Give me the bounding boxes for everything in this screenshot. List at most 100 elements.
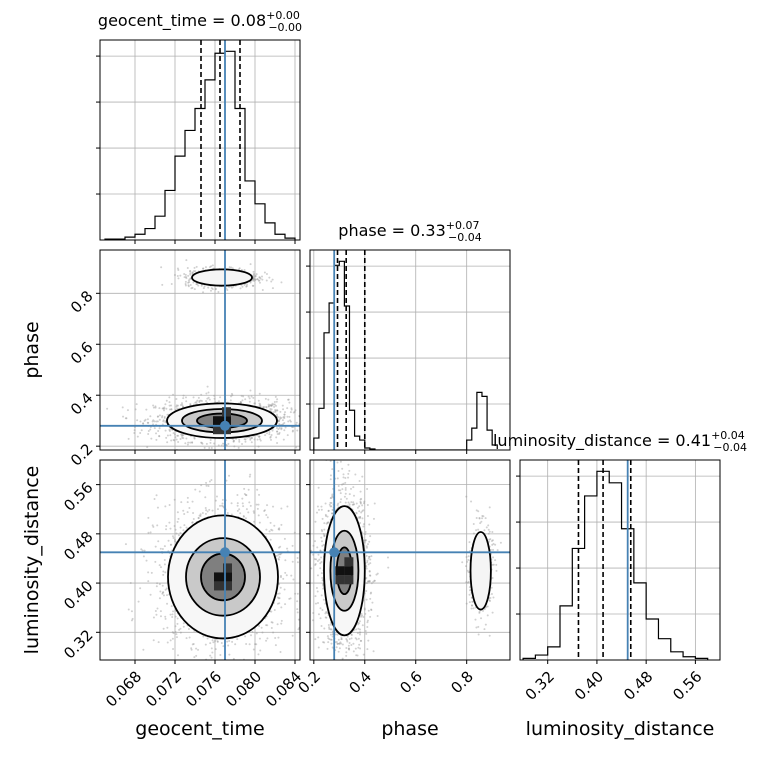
scatter-point (324, 664, 326, 666)
scatter-point (260, 626, 263, 629)
scatter-point (252, 278, 255, 281)
scatter-point (179, 437, 182, 440)
hist-bar-phase-30 (467, 440, 472, 450)
scatter-point (280, 428, 283, 431)
scatter-point (159, 615, 162, 618)
scatter-point (301, 629, 303, 631)
scatter-point (255, 632, 258, 635)
scatter-point (190, 648, 193, 651)
scatter-point (312, 612, 315, 615)
scatter-point (179, 274, 182, 277)
scatter-point (173, 540, 176, 543)
scatter-point (187, 279, 190, 282)
scatter-point (320, 508, 323, 511)
scatter-point (271, 621, 274, 624)
scatter-point (320, 540, 323, 543)
scatter-point (158, 583, 161, 586)
scatter-point (168, 401, 171, 404)
scatter-point (184, 284, 187, 287)
scatter-point (245, 643, 248, 646)
scatter-point (265, 405, 268, 408)
scatter-point (175, 404, 178, 407)
scatter-point (363, 607, 366, 610)
hist-bar-geocent_time-7 (175, 156, 185, 240)
scatter-point (321, 579, 324, 582)
scatter-point (180, 501, 183, 504)
scatter-point (339, 641, 342, 644)
scatter-point (276, 441, 279, 444)
scatter-point (368, 555, 371, 558)
scatter-point (182, 622, 185, 625)
scatter-point (216, 640, 219, 643)
scatter-point (314, 563, 317, 566)
scatter-point (205, 400, 208, 403)
scatter-point (292, 578, 295, 581)
scatter-point (316, 590, 319, 593)
scatter-point (173, 433, 176, 436)
scatter-point (273, 405, 276, 408)
scatter-point (185, 277, 188, 280)
scatter-point (270, 404, 273, 407)
scatter-point (254, 278, 257, 281)
scatter-point (353, 661, 355, 663)
scatter-point (295, 421, 298, 424)
scatter-point (342, 473, 345, 476)
scatter-point (249, 634, 252, 637)
scatter-point (248, 397, 251, 400)
scatter-point (256, 278, 259, 281)
scatter-point (358, 510, 361, 513)
scatter-point (331, 468, 334, 471)
scatter-point (176, 404, 179, 407)
scatter-point (158, 414, 161, 417)
hist-bar-luminosity_distance-3 (560, 606, 572, 660)
scatter-point (274, 644, 277, 647)
scatter-point (337, 638, 340, 641)
scatter-point (364, 530, 367, 533)
scatter-point (182, 433, 185, 436)
scatter-point (159, 590, 162, 593)
scatter-point (280, 606, 283, 609)
scatter-point (226, 640, 229, 643)
scatter-point (359, 516, 362, 519)
scatter-point (245, 285, 248, 288)
scatter-point (136, 419, 139, 422)
scatter-point (203, 446, 206, 449)
scatter-point (236, 509, 239, 512)
scatter-point (202, 267, 205, 270)
scatter-point (226, 511, 229, 514)
scatter-point (342, 665, 344, 667)
scatter-point (245, 508, 248, 511)
scatter-point (287, 398, 290, 401)
scatter-point (180, 434, 183, 437)
scatter-point (268, 530, 271, 533)
scatter-point (155, 613, 158, 616)
scatter-point (327, 637, 330, 640)
scatter-point (122, 415, 125, 418)
hist-bar-luminosity_distance-5 (585, 496, 597, 660)
scatter-point (204, 266, 207, 269)
scatter-point (253, 402, 256, 405)
title-minus: −0.04 (713, 441, 747, 454)
scatter-point (339, 492, 342, 495)
scatter-point (157, 540, 160, 543)
scatter-point (243, 268, 246, 271)
scatter-point (275, 426, 278, 429)
hist-bar-geocent_time-17 (275, 234, 285, 240)
scatter-point (325, 514, 328, 517)
scatter-point (238, 440, 241, 443)
title-minus: −0.04 (448, 231, 482, 244)
scatter-point (242, 395, 245, 398)
scatter-point (330, 638, 333, 641)
scatter-point (278, 419, 281, 422)
scatter-point (364, 539, 367, 542)
panel-geocent_time-vs-geocent_time (96, 39, 301, 244)
scatter-point (282, 438, 285, 441)
scatter-point (329, 497, 332, 500)
scatter-point (348, 493, 351, 496)
scatter-point (181, 405, 184, 408)
scatter-point (363, 539, 366, 542)
scatter-point (265, 272, 268, 275)
scatter-point (146, 421, 149, 424)
scatter-point (251, 436, 254, 439)
scatter-point (145, 408, 148, 411)
